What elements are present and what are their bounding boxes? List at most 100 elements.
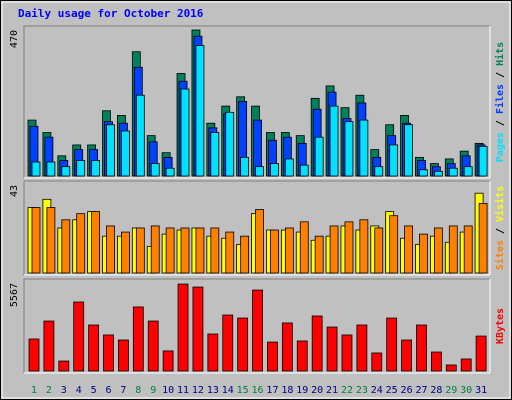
bar [460, 358, 472, 372]
legend-separator: / [495, 114, 506, 132]
bar [210, 132, 220, 177]
x-tick-label: 2 [46, 385, 52, 396]
x-tick-label: 29 [445, 385, 457, 396]
bar [225, 231, 235, 274]
bar [135, 94, 145, 177]
x-tick-label: 20 [311, 385, 323, 396]
bar [28, 338, 40, 372]
bar [448, 167, 458, 177]
bar [404, 124, 413, 177]
bar [401, 339, 412, 372]
bar [252, 289, 263, 372]
bar [433, 227, 443, 274]
bar [73, 301, 85, 372]
bar [478, 146, 488, 177]
bar [132, 306, 144, 372]
bar [430, 351, 442, 372]
bar [475, 335, 487, 372]
x-tick-label: 1 [31, 385, 37, 396]
bar [240, 156, 250, 177]
bar [162, 350, 174, 372]
x-tick-label: 22 [341, 385, 353, 396]
y-tick-label: 5567 [9, 283, 20, 307]
bar [386, 317, 398, 372]
bar [359, 119, 369, 177]
bar [58, 360, 70, 372]
legend-separator: / [495, 222, 506, 240]
bar [270, 163, 279, 177]
bar [91, 211, 101, 274]
x-tick-label: 13 [207, 385, 219, 396]
bar [91, 160, 101, 177]
bar [180, 227, 190, 274]
x-tick-label: 25 [386, 385, 398, 396]
x-tick-label: 23 [356, 385, 368, 396]
bar [150, 163, 160, 177]
x-tick-label: 4 [76, 385, 82, 396]
bar [255, 209, 264, 274]
bar [299, 164, 309, 177]
legend-entry: Files [494, 84, 506, 114]
bar [314, 235, 324, 274]
bar [326, 326, 338, 372]
x-tick-label: 12 [192, 385, 204, 396]
bar [416, 324, 427, 372]
bar [371, 352, 383, 372]
bar [43, 320, 55, 372]
bar [329, 105, 339, 177]
bar [341, 334, 353, 372]
bar [103, 334, 114, 372]
bar [284, 158, 294, 177]
x-tick-label: 6 [106, 385, 112, 396]
bar [121, 231, 130, 274]
x-tick-label: 28 [430, 385, 442, 396]
bar [31, 161, 41, 177]
y-tick-label: 470 [9, 30, 20, 48]
bar [118, 339, 129, 372]
legend: KBytes [495, 308, 506, 344]
bar [445, 364, 457, 372]
legend-entry: KBytes [495, 308, 506, 344]
bar [31, 207, 41, 274]
x-tick-label: 17 [266, 385, 278, 396]
x-tick-label: 15 [237, 385, 249, 396]
legend-entry: Visits [494, 186, 506, 222]
bar [150, 225, 160, 274]
x-tick-label: 26 [401, 385, 413, 396]
x-tick-label: 11 [177, 385, 189, 396]
x-tick-label: 31 [475, 385, 487, 396]
bar [463, 225, 473, 274]
bar [177, 283, 189, 372]
bar [255, 166, 264, 177]
x-tick-label: 9 [150, 385, 156, 396]
bar [419, 169, 428, 177]
bar [106, 225, 115, 274]
bar [165, 227, 175, 274]
bar [76, 160, 86, 177]
bar [270, 229, 279, 274]
bar [433, 170, 443, 177]
legend-entry: Pages [495, 132, 506, 162]
bar [296, 340, 308, 372]
bar [419, 233, 428, 274]
x-tick-label: 21 [326, 385, 338, 396]
bar [76, 213, 86, 274]
x-tick-label: 16 [252, 385, 264, 396]
x-tick-label: 24 [371, 385, 383, 396]
bar [240, 235, 250, 274]
bar [344, 221, 354, 274]
bar [281, 322, 293, 372]
bar [180, 88, 190, 177]
bar [284, 227, 294, 274]
bar [88, 324, 100, 372]
bar [374, 227, 384, 274]
bar [478, 203, 488, 274]
bar [374, 166, 384, 177]
bar [344, 121, 354, 177]
bar [448, 225, 458, 274]
x-tick-label: 7 [120, 385, 126, 396]
bar [359, 219, 369, 274]
x-tick-label: 3 [61, 385, 67, 396]
